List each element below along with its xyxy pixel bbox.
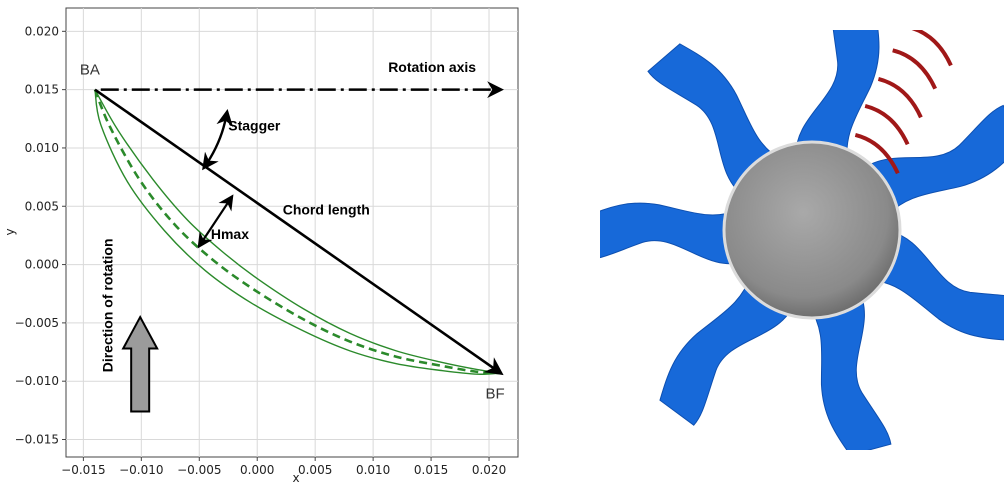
fan-blade xyxy=(600,202,745,265)
x-tick-label: 0.000 xyxy=(240,463,274,477)
annotations: BA BF Rotation axis Stagger Chord length… xyxy=(80,59,505,403)
direction-of-rotation-arrow xyxy=(121,314,159,413)
y-tick-label: −0.015 xyxy=(15,433,59,447)
blade-stripe xyxy=(864,104,910,146)
y-tick-label: 0.020 xyxy=(25,24,59,38)
y-tick-label: −0.010 xyxy=(15,374,59,388)
fan-blade xyxy=(647,43,784,198)
blade-highlight-stripes xyxy=(854,30,953,175)
series-lines xyxy=(93,81,504,376)
airfoil-plot: −0.015 −0.010 −0.005 0.000 0.005 0.010 0.015 0.… xyxy=(3,7,519,485)
pressure-side-curve xyxy=(94,89,501,375)
stagger-label: Stagger xyxy=(228,117,281,133)
blade-stripe xyxy=(907,30,953,67)
chord-line-arrow xyxy=(94,88,504,376)
y-tick-label: 0.000 xyxy=(25,258,59,272)
y-tick-label: 0.010 xyxy=(25,141,59,155)
leading-edge-label: BA xyxy=(80,61,100,78)
x-tick-label: −0.010 xyxy=(119,463,163,477)
stagger-arc-arrow xyxy=(202,108,234,171)
hmax-label: Hmax xyxy=(211,226,249,242)
fan-blades xyxy=(600,30,1004,450)
fan-blade xyxy=(807,288,892,450)
x-tick-label: 0.005 xyxy=(298,463,332,477)
x-tick-label: 0.015 xyxy=(414,463,448,477)
blade-stripe xyxy=(877,77,923,119)
y-axis-ticks: −0.015 −0.010 −0.005 0.000 0.005 0.010 0.015 0.… xyxy=(15,24,66,447)
fan-blade xyxy=(867,230,1004,341)
hmax-arrow xyxy=(197,194,234,249)
fan-blade xyxy=(795,30,880,165)
x-tick-label: 0.020 xyxy=(472,463,506,477)
trailing-edge-label: BF xyxy=(486,386,505,403)
blade-stripe xyxy=(892,48,937,90)
chord-length-label: Chord length xyxy=(283,201,370,217)
y-tick-label: −0.005 xyxy=(15,316,59,330)
fan-blade xyxy=(659,273,796,426)
x-tick-label: −0.005 xyxy=(177,463,221,477)
camber-line xyxy=(93,89,501,375)
rotation-axis-label: Rotation axis xyxy=(388,59,476,75)
suction-side-curve xyxy=(94,89,501,374)
direction-of-rotation-label: Direction of rotation xyxy=(99,238,115,372)
y-tick-label: 0.015 xyxy=(25,83,59,97)
y-tick-label: 0.005 xyxy=(25,199,59,213)
fan-rotor-render xyxy=(600,30,1004,450)
fan-hub xyxy=(722,140,902,320)
x-axis-ticks: −0.015 −0.010 −0.005 0.000 0.005 0.010 0.015 0.… xyxy=(61,457,506,477)
fan-blade xyxy=(858,104,1004,218)
x-tick-label: −0.015 xyxy=(61,463,105,477)
x-axis-label: x xyxy=(292,471,299,485)
y-axis-label: y xyxy=(3,228,17,235)
x-tick-label: 0.010 xyxy=(356,463,390,477)
blade-stripe xyxy=(854,132,900,175)
